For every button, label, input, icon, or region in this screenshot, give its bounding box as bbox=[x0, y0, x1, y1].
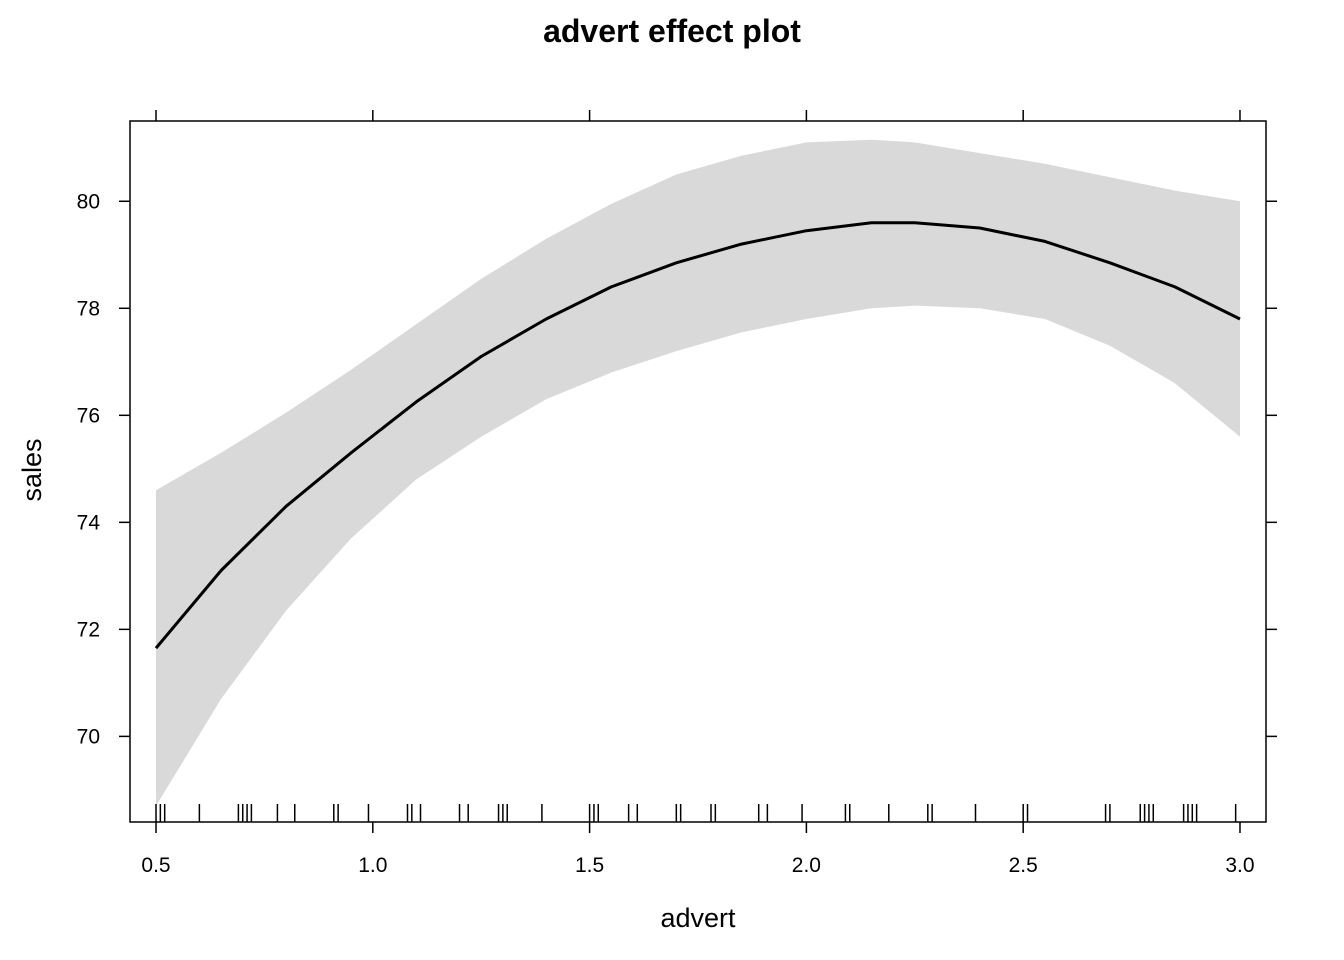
x-axis-title: advert bbox=[660, 903, 736, 933]
x-tick-label: 0.5 bbox=[141, 854, 170, 877]
y-axis-title: sales bbox=[17, 438, 47, 501]
chart-title: advert effect plot bbox=[543, 13, 801, 49]
plot-area bbox=[154, 139, 1241, 822]
fitted-line bbox=[154, 221, 1241, 650]
x-axis-ticks: 0.5 1.0 1.5 2.0 2.5 3.0 bbox=[141, 110, 1255, 877]
x-tick-label: 2.0 bbox=[792, 854, 821, 877]
confidence-band bbox=[156, 139, 1240, 806]
y-axis-ticks: 70 72 74 76 78 80 bbox=[77, 190, 1277, 748]
x-tick-label: 1.0 bbox=[358, 854, 387, 877]
x-tick-label: 3.0 bbox=[1225, 854, 1254, 877]
y-tick-label: 72 bbox=[77, 618, 100, 641]
x-tick-label: 1.5 bbox=[575, 854, 604, 877]
y-tick-label: 70 bbox=[77, 725, 100, 748]
y-tick-label: 80 bbox=[77, 190, 100, 213]
rug-ticks bbox=[155, 804, 1237, 822]
y-tick-label: 76 bbox=[77, 404, 100, 427]
y-tick-label: 74 bbox=[77, 511, 101, 534]
x-tick-label: 2.5 bbox=[1009, 854, 1038, 877]
y-tick-label: 78 bbox=[77, 297, 100, 320]
plot-frame bbox=[129, 120, 1267, 823]
